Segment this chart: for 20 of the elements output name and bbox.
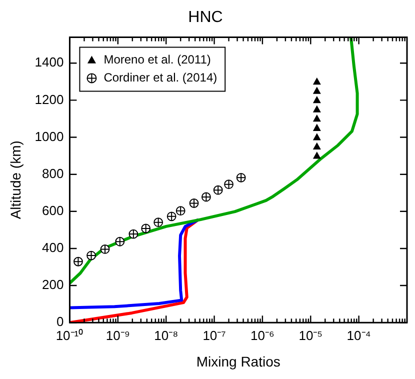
legend-label: Moreno et al. (2011) (104, 52, 211, 67)
x-tick-label: 10⁻⁵ (298, 328, 323, 343)
y-tick-label: 400 (42, 240, 64, 256)
y-tick-label: 600 (42, 202, 64, 218)
x-tick-label: 10⁻⁶ (250, 328, 274, 343)
x-tick-label: 10⁻⁸ (154, 328, 178, 343)
x-tick-label: 10⁻⁴ (346, 328, 371, 343)
legend-label: Cordiner et al. (2014) (104, 70, 218, 85)
x-tick-label: 10⁻⁷ (202, 328, 226, 343)
y-tick-label: 1000 (34, 128, 64, 144)
x-axis-title: Mixing Ratios (196, 353, 280, 370)
y-tick-label: 0 (56, 314, 64, 330)
y-tick-label: 800 (42, 166, 64, 181)
y-tick-label: 1400 (34, 54, 64, 70)
x-tick-label: 10⁻⁹ (106, 328, 130, 343)
y-axis-title: Altitude (km) (7, 140, 24, 220)
chart-title: HNC (188, 9, 223, 26)
y-tick-label: 1200 (34, 92, 64, 107)
x-tick-label: 10⁻¹⁰ (56, 328, 84, 343)
y-tick-label: 200 (42, 277, 64, 292)
